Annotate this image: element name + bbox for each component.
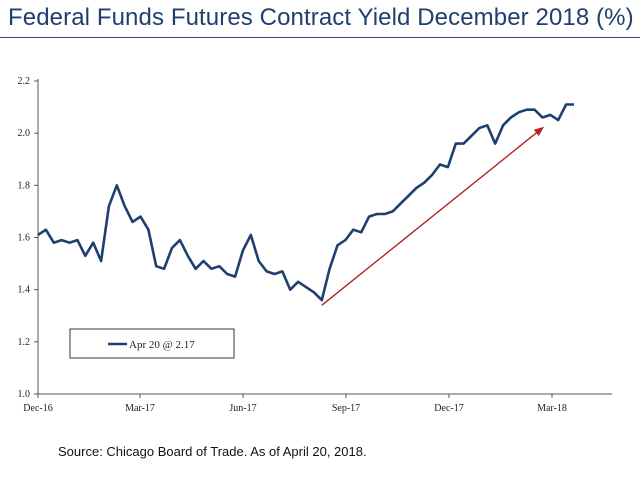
legend-label: Apr 20 @ 2.17 [129,339,195,351]
y-tick-label: 2.0 [18,128,31,139]
legend-box [69,328,235,359]
y-tick-label: 1.2 [18,337,31,348]
y-tick-label: 1.6 [18,233,31,244]
y-tick-label: 1.8 [18,180,31,191]
x-tick-label: Mar-18 [537,403,567,414]
x-tick-label: Jun-17 [229,403,256,414]
y-tick-label: 1.4 [18,285,31,296]
y-tick-label: 1.0 [18,389,31,400]
source-note: Source: Chicago Board of Trade. As of Ap… [58,444,367,459]
chart-title: Federal Funds Futures Contract Yield Dec… [8,4,634,31]
x-tick-label: Dec-17 [434,403,463,414]
trend-arrow [321,126,545,306]
series-line [37,103,574,302]
x-tick-label: Mar-17 [125,403,155,414]
title-underline [0,37,640,38]
x-tick-label: Sep-17 [332,403,360,414]
x-tick-label: Dec-16 [23,403,52,414]
y-tick-label: 2.2 [18,76,31,87]
line-chart: 1.0 1.2 1.4 1.6 1.8 2.0 2.2 Dec-16 Mar-17 Jun-17… [18,76,612,414]
